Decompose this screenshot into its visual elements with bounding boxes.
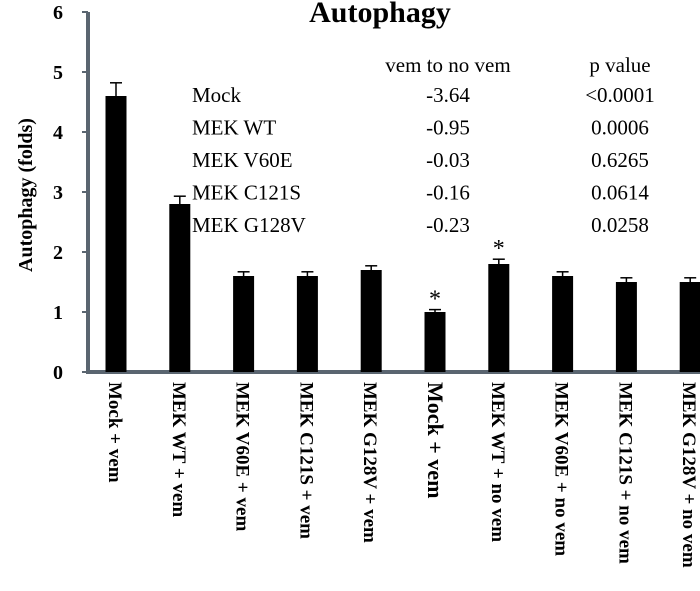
x-tick-label: MEK V60E + vem	[232, 382, 253, 531]
x-tick-label: MEK WT + no vem	[487, 382, 508, 542]
x-tick-label: MEK C121S + no vem	[614, 382, 635, 564]
x-tick-label: Mock + vem	[104, 382, 125, 483]
y-tick-label: 2	[53, 242, 63, 264]
significance-star: *	[429, 287, 441, 313]
y-tick-label: 0	[53, 362, 63, 384]
annotation-cell: -0.03	[426, 148, 470, 172]
annotation-cell: 0.0258	[591, 213, 649, 237]
annotation-cell: -0.95	[426, 116, 470, 140]
annotation-cell: <0.0001	[585, 83, 655, 107]
bar	[552, 276, 574, 372]
x-tick-label: MEK WT + vem	[168, 382, 189, 517]
annotation-cell: -3.64	[426, 83, 470, 107]
annotation-header: vem to no vem	[385, 53, 510, 77]
bar	[360, 270, 382, 372]
y-tick-label: 3	[53, 182, 63, 204]
bar	[615, 282, 637, 372]
y-axis-label: Autophagy (folds)	[15, 118, 37, 272]
chart-title: Autophagy	[309, 0, 451, 29]
annotation-cell: 0.0006	[591, 116, 649, 140]
error-bars	[110, 82, 697, 312]
annotation-cell: 0.6265	[591, 148, 649, 172]
bar	[488, 264, 510, 372]
annotation-cell: MEK C121S	[192, 181, 301, 205]
y-tick-label: 4	[53, 122, 63, 144]
bar	[296, 276, 318, 372]
x-tick-labels: Mock + vem MEK WT + vem MEK V60E + vem MEK …	[104, 382, 699, 568]
annotation-table: vem to no vem p value Mock -3.64 <0.0001 MEK …	[192, 53, 655, 237]
y-tick-label: 1	[53, 302, 63, 324]
x-tick-label: MEK G128V + vem	[359, 382, 380, 543]
bar	[105, 96, 127, 372]
significance-marks: **	[429, 236, 505, 312]
bar	[679, 282, 700, 372]
y-tick-label: 5	[53, 62, 63, 84]
significance-star: *	[493, 236, 505, 262]
annotation-cell: MEK G128V	[192, 213, 306, 237]
annotation-cell: -0.23	[426, 213, 470, 237]
annotation-cell: MEK V60E	[192, 148, 293, 172]
annotation-header: p value	[589, 53, 650, 77]
bars	[105, 96, 700, 372]
annotation-cell: -0.16	[426, 181, 470, 205]
bar	[169, 204, 191, 372]
x-tick-label: Mock + vem	[423, 382, 448, 498]
bar	[233, 276, 255, 372]
bar	[424, 312, 446, 372]
y-tick-label: 6	[53, 2, 63, 24]
annotation-cell: 0.0614	[591, 181, 649, 205]
x-tick-label: MEK C121S + vem	[295, 382, 316, 539]
x-tick-label: MEK V60E + no vem	[551, 382, 572, 556]
annotation-cell: MEK WT	[192, 116, 276, 140]
x-tick-label: MEK G128V + no vem	[678, 382, 699, 568]
y-tick-labels: 0 1 2 3 4 5 6	[53, 2, 63, 384]
annotation-cell: Mock	[192, 83, 241, 107]
